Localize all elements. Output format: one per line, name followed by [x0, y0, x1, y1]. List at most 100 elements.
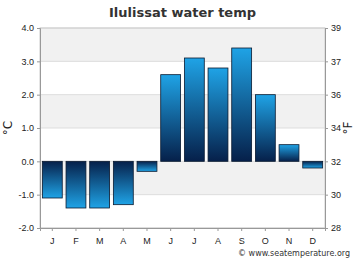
tick-mark — [123, 228, 124, 231]
tick-label: J — [50, 236, 55, 246]
y2-axis-title: °F — [341, 121, 355, 134]
y2-axis: 28 30 32 34 36 37 39 — [325, 23, 341, 233]
chart: -2.0 -1.0 0.0 1.0 2.0 3.0 4.0 28 30 32 34 36 37 39 J F M… — [0, 0, 360, 260]
tick: F — [73, 228, 79, 246]
tick: M — [96, 228, 104, 246]
tick-label: 37 — [331, 57, 341, 67]
tick-mark — [241, 228, 242, 231]
tick-mark — [99, 228, 100, 231]
tick-label: A — [120, 236, 126, 246]
tick-label: M — [143, 236, 151, 246]
tick-mark — [75, 228, 76, 231]
bar — [303, 161, 323, 168]
tick-label: O — [262, 236, 269, 246]
tick-mark — [52, 228, 53, 231]
tick-label: 36 — [331, 90, 341, 100]
bar — [232, 48, 252, 161]
grid-band — [40, 95, 325, 128]
tick-mark — [37, 95, 40, 96]
tick-mark — [37, 195, 40, 196]
tick-label: J — [168, 236, 173, 246]
tick: 1.0 — [21, 123, 40, 133]
tick-mark — [146, 228, 147, 231]
tick: A — [215, 228, 221, 246]
tick: J — [168, 228, 173, 246]
tick: 34 — [325, 123, 341, 133]
tick-mark — [37, 28, 40, 29]
tick: 30 — [325, 190, 341, 200]
tick-label: A — [215, 236, 221, 246]
tick: A — [120, 228, 126, 246]
tick-label: -1.0 — [18, 190, 34, 200]
tick: 32 — [325, 157, 341, 167]
tick-label: D — [309, 236, 316, 246]
bar — [137, 161, 157, 171]
tick: 4.0 — [21, 23, 40, 33]
tick: 28 — [325, 223, 341, 233]
tick-label: 3.0 — [21, 57, 34, 67]
grid-line — [40, 94, 325, 95]
tick: 37 — [325, 57, 341, 67]
tick: M — [143, 228, 151, 246]
tick-label: S — [239, 236, 245, 246]
tick-label: 39 — [331, 23, 341, 33]
tick-label: 34 — [331, 123, 341, 133]
tick: N — [286, 228, 293, 246]
tick: 36 — [325, 90, 341, 100]
grid-line — [40, 128, 325, 129]
tick-mark — [37, 61, 40, 62]
tick-label: N — [286, 236, 293, 246]
bar — [255, 95, 275, 162]
tick-mark — [325, 28, 328, 29]
tick-label: 30 — [331, 190, 341, 200]
tick-mark — [265, 228, 266, 231]
bar — [90, 161, 110, 208]
tick-mark — [312, 228, 313, 231]
tick-mark — [325, 95, 328, 96]
tick-label: 4.0 — [21, 23, 34, 33]
axis-line — [326, 29, 329, 229]
y-axis: -2.0 -1.0 0.0 1.0 2.0 3.0 4.0 — [18, 23, 40, 233]
plot-frame — [40, 28, 325, 228]
annotation: © www.seatemperature.org — [238, 249, 350, 258]
tick-label: 0.0 — [21, 157, 34, 167]
tick: 2.0 — [21, 90, 40, 100]
tick-mark — [325, 61, 328, 62]
grid-band — [40, 28, 325, 61]
tick-mark — [194, 228, 195, 231]
tick-mark — [325, 161, 328, 162]
tick: -2.0 — [18, 223, 40, 233]
bar — [161, 75, 181, 162]
bars — [42, 48, 322, 208]
tick: O — [262, 228, 269, 246]
tick: 0.0 — [21, 157, 40, 167]
tick-label: 32 — [331, 157, 341, 167]
bar — [208, 68, 228, 161]
tick-mark — [218, 228, 219, 231]
axis-line — [41, 229, 326, 232]
tick: 39 — [325, 23, 341, 33]
y-axis-title: °C — [1, 121, 15, 135]
tick-mark — [325, 128, 328, 129]
tick-label: -2.0 — [18, 223, 34, 233]
bar — [184, 58, 204, 161]
tick-label: F — [73, 236, 79, 246]
tick-mark — [37, 161, 40, 162]
tick-mark — [289, 228, 290, 231]
tick-mark — [37, 128, 40, 129]
grid-line — [40, 61, 325, 62]
axis-line — [37, 29, 41, 229]
bar — [66, 161, 86, 208]
tick: -1.0 — [18, 190, 40, 200]
grid — [40, 28, 325, 228]
tick-label: 28 — [331, 223, 341, 233]
bar — [113, 161, 133, 204]
tick: D — [309, 228, 316, 246]
tick: 3.0 — [21, 57, 40, 67]
tick-mark — [325, 195, 328, 196]
title: Ilulissat water temp — [109, 5, 256, 20]
tick-label: J — [192, 236, 197, 246]
bar — [279, 145, 299, 162]
tick-label: 1.0 — [21, 123, 34, 133]
tick: J — [50, 228, 55, 246]
